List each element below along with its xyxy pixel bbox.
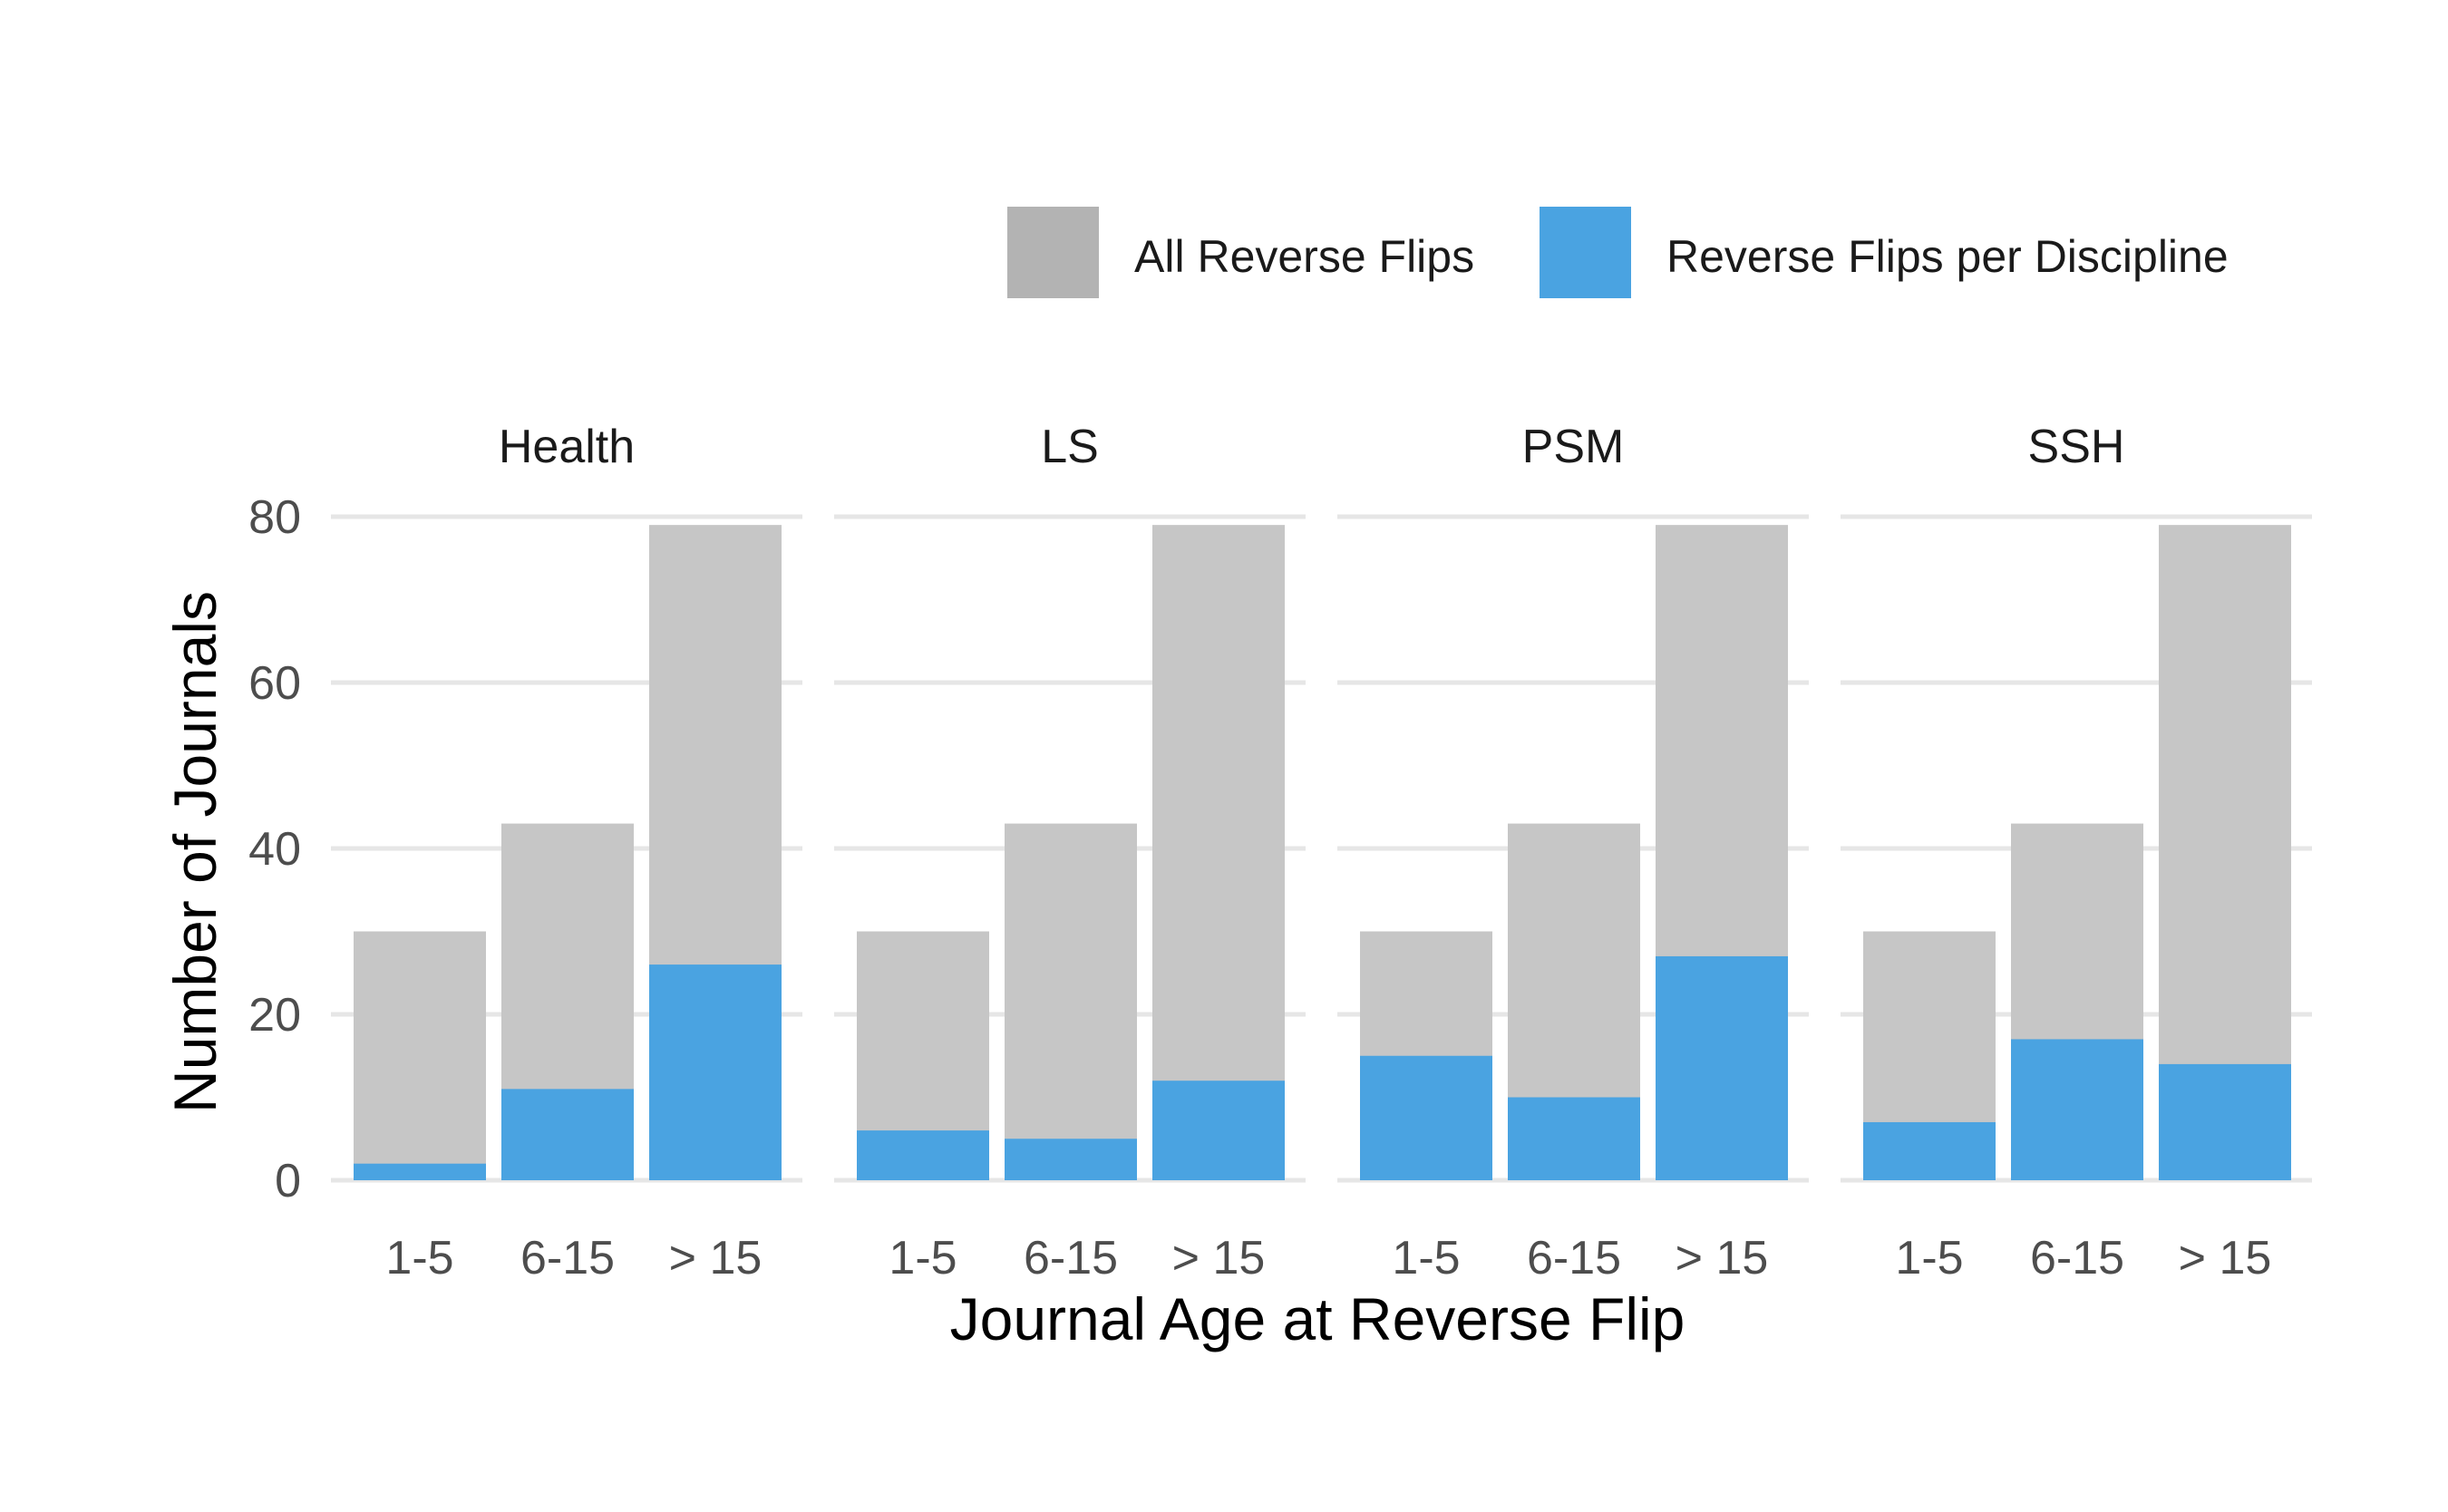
y-tick-label: 80: [248, 491, 301, 544]
legend-swatch-all-reverse-flips: [1007, 207, 1099, 298]
bar-reverse-flips-per-discipline: [501, 1089, 634, 1180]
x-tick-label: > 15: [1172, 1232, 1266, 1284]
x-tick-label: > 15: [1676, 1232, 1769, 1284]
y-axis-title: Number of Journals: [161, 591, 228, 1113]
bar-reverse-flips-per-discipline: [649, 964, 782, 1180]
x-tick-label: 6-15: [2030, 1232, 2124, 1284]
panel-ssh: SSH 1-5 6-15 > 15: [1841, 421, 2312, 1284]
bar-reverse-flips-per-discipline: [857, 1130, 989, 1180]
bar-reverse-flips-per-discipline: [1005, 1139, 1137, 1180]
bar-reverse-flips-per-discipline: [1152, 1081, 1285, 1180]
panels: Health 1-5 6-15 > 15 LS 1-5 6-15 > 15 PSM 1-5 6-15…: [331, 421, 2312, 1284]
bar-reverse-flips-per-discipline: [2011, 1039, 2143, 1180]
y-axis: 0 20 40 60 80: [248, 491, 301, 1207]
panel-title: LS: [1041, 421, 1099, 473]
bar-reverse-flips-per-discipline: [1360, 1055, 1492, 1180]
legend-label: Reverse Flips per Discipline: [1666, 231, 2229, 282]
legend-label: All Reverse Flips: [1134, 231, 1474, 282]
x-tick-label: 1-5: [889, 1232, 957, 1284]
panel-title: PSM: [1522, 421, 1625, 473]
y-tick-label: 0: [275, 1155, 301, 1207]
x-tick-label: > 15: [669, 1232, 763, 1284]
panel-ls: LS 1-5 6-15 > 15: [834, 421, 1306, 1284]
bar-reverse-flips-per-discipline: [1656, 955, 1788, 1180]
panel-title: Health: [499, 421, 635, 473]
y-tick-label: 60: [248, 657, 301, 710]
panel-title: SSH: [2028, 421, 2125, 473]
x-tick-label: 1-5: [1392, 1232, 1460, 1284]
bar-all-reverse-flips: [354, 931, 486, 1180]
bar-reverse-flips-per-discipline: [1508, 1097, 1640, 1180]
bar-all-reverse-flips: [1005, 823, 1137, 1180]
panel-psm: PSM 1-5 6-15 > 15: [1337, 421, 1809, 1284]
x-axis-title: Journal Age at Reverse Flip: [950, 1285, 1685, 1352]
legend: All Reverse Flips Reverse Flips per Disci…: [1007, 207, 2229, 298]
panel-health: Health 1-5 6-15 > 15: [331, 421, 802, 1284]
x-tick-label: 6-15: [520, 1232, 615, 1284]
y-tick-label: 20: [248, 989, 301, 1042]
y-tick-label: 40: [248, 823, 301, 876]
x-tick-label: > 15: [2179, 1232, 2272, 1284]
x-tick-label: 6-15: [1024, 1232, 1118, 1284]
bar-reverse-flips-per-discipline: [354, 1163, 486, 1180]
x-tick-label: 6-15: [1527, 1232, 1621, 1284]
x-tick-label: 1-5: [385, 1232, 453, 1284]
bar-reverse-flips-per-discipline: [2159, 1063, 2291, 1180]
x-tick-label: 1-5: [1895, 1232, 1963, 1284]
bar-reverse-flips-per-discipline: [1863, 1121, 1996, 1180]
legend-swatch-reverse-flips-per-discipline: [1540, 207, 1631, 298]
bar-all-reverse-flips: [1152, 525, 1285, 1180]
